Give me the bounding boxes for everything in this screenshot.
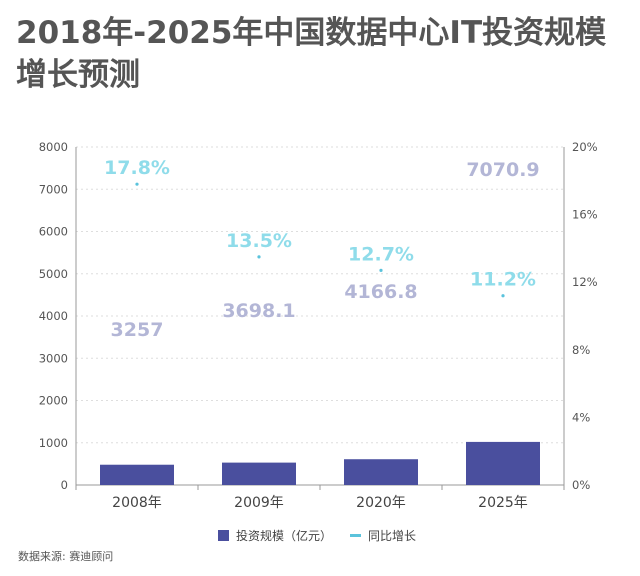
growth-value-label: 17.8%: [104, 157, 170, 179]
growth-value-label: 13.5%: [226, 230, 292, 252]
y-left-tick-label: 1000: [39, 436, 68, 450]
y-left-tick-label: 6000: [39, 225, 68, 239]
legend-swatch-bar: [218, 530, 229, 541]
bar: [222, 462, 296, 485]
y-left-tick-label: 4000: [39, 309, 68, 323]
legend-item-growth[interactable]: 同比增长: [350, 527, 416, 544]
y-right-tick-label: 20%: [572, 140, 598, 154]
bar-value-label: 4166.8: [344, 281, 417, 303]
bar: [100, 464, 174, 485]
y-left-tick-label: 0: [61, 478, 68, 492]
y-left-tick-label: 3000: [39, 351, 68, 365]
x-category-label: 2009年: [234, 495, 284, 511]
growth-value-label: 11.2%: [470, 269, 536, 291]
bar: [466, 441, 540, 485]
chart-title: 2018年-2025年中国数据中心IT投资规模增长预测: [16, 15, 607, 93]
bar-value-label: 3698.1: [222, 300, 295, 322]
y-left-tick-label: 2000: [39, 394, 68, 408]
y-left-tick-label: 8000: [39, 140, 68, 154]
y-right-tick-label: 12%: [572, 275, 598, 289]
x-category-label: 2025年: [478, 495, 528, 511]
legend-label-growth: 同比增长: [368, 529, 417, 543]
y-right-tick-label: 0%: [572, 478, 590, 492]
y-left-tick-label: 5000: [39, 267, 68, 281]
bar: [344, 459, 418, 485]
growth-point: [501, 294, 505, 298]
growth-point: [135, 182, 139, 186]
growth-point: [379, 268, 383, 272]
y-right-tick-label: 16%: [572, 208, 598, 222]
legend-item-investment[interactable]: 投资规模（亿元）: [218, 527, 332, 544]
legend-label-investment: 投资规模（亿元）: [236, 529, 333, 543]
x-category-label: 2020年: [356, 495, 406, 511]
legend-swatch-line: [350, 534, 361, 537]
source-note: 数据来源: 赛迪顾问: [18, 550, 114, 563]
x-category-label: 2008年: [112, 495, 162, 511]
growth-point: [257, 255, 261, 259]
y-right-tick-label: 4%: [572, 410, 590, 424]
y-right-tick-label: 8%: [572, 343, 590, 357]
growth-value-label: 12.7%: [348, 243, 414, 265]
bar-value-label: 7070.9: [466, 159, 539, 181]
y-left-tick-label: 7000: [39, 182, 68, 196]
legend: 投资规模（亿元） 同比增长: [0, 527, 640, 547]
bar-value-label: 3257: [111, 319, 164, 341]
